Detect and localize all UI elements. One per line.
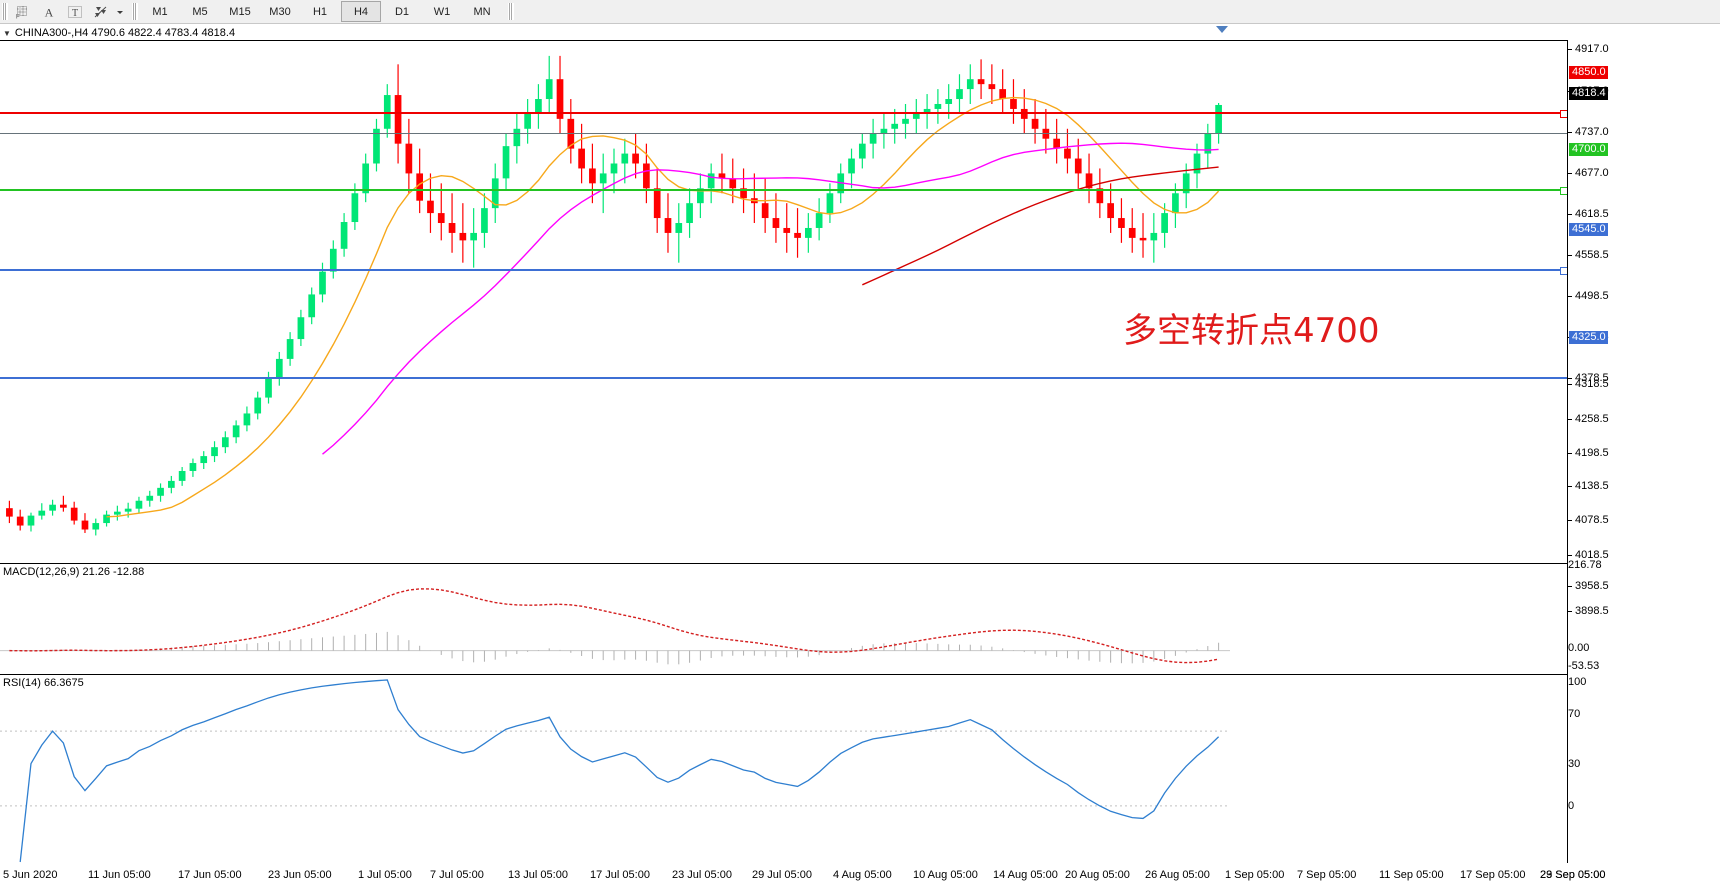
crosshair-marker (1216, 26, 1228, 33)
time-axis-label: 23 Jun 05:00 (268, 869, 332, 881)
price-axis[interactable]: 4917.0 4797.0 4737.0 4677.0 4618.5 4558.… (1567, 40, 1720, 863)
rsi-axis-tick: 100 (1568, 676, 1587, 688)
time-axis-label: 11 Sep 05:00 (1379, 869, 1444, 881)
timeframe-m1[interactable]: M1 (152, 5, 168, 18)
crosshair-icon[interactable]: F (10, 1, 36, 22)
symbol-info-bar: ▼ CHINA300-,H4 4790.6 4822.4 4783.4 4818… (0, 26, 235, 40)
timeframe-m30[interactable]: M30 (269, 5, 291, 18)
svg-text:F: F (16, 14, 20, 19)
toolbar: F A T M1 M5 M15 M30 H1 H4 D1 W1 MN (0, 0, 1720, 24)
time-axis-label: 4 Aug 05:00 (833, 869, 892, 881)
time-axis-label: 1 Sep 05:00 (1225, 869, 1285, 881)
time-axis-label: 7 Jul 05:00 (430, 869, 484, 881)
price-badge-last[interactable]: 4818.4 (1569, 87, 1608, 100)
axis-tick: 4018.5 (1568, 549, 1609, 561)
time-axis-label: 7 Sep 05:00 (1297, 869, 1357, 881)
price-series-canvas (6, 55, 1222, 536)
chevron-down-icon[interactable] (114, 1, 126, 22)
timeframe-m15[interactable]: M15 (229, 5, 251, 18)
time-axis-label: 17 Jul 05:00 (590, 869, 650, 881)
toolbar-grip[interactable] (2, 3, 8, 20)
price-chart-panel[interactable]: 多空转折点4700 (0, 40, 1568, 564)
toolbar-grip-2[interactable] (132, 3, 138, 20)
chart-annotation[interactable]: 多空转折点4700 (1123, 311, 1380, 351)
axis-tick: 4138.5 (1568, 480, 1609, 492)
toolbar-grip-3[interactable] (508, 3, 514, 20)
timeframe-mn[interactable]: MN (473, 5, 491, 18)
timeframe-h4[interactable]: H4 (341, 1, 381, 22)
timeframe-w1[interactable]: W1 (433, 5, 451, 18)
level-badge-resistance[interactable]: 4850.0 (1569, 66, 1608, 79)
axis-tick: 4737.0 (1568, 126, 1609, 138)
collapse-icon[interactable]: ▼ (3, 28, 11, 38)
time-axis-label: 26 Aug 05:00 (1145, 869, 1210, 881)
time-axis-label: 14 Aug 05:00 (993, 869, 1058, 881)
macd-panel[interactable]: MACD(12,26,9) 21.26 -12.88 (0, 563, 1567, 675)
macd-axis-tick: -53.53 (1568, 660, 1600, 672)
axis-tick: 3958.5 (1568, 580, 1609, 592)
level-badge-support-1[interactable]: 4545.0 (1569, 223, 1608, 236)
rsi-axis-tick: 0 (1568, 800, 1575, 812)
axis-tick: 4198.5 (1568, 447, 1609, 459)
rsi-axis-tick: 70 (1568, 708, 1581, 720)
time-axis-label: 11 Jun 05:00 (88, 869, 151, 881)
svg-text:T: T (72, 8, 78, 19)
level-badge-pivot[interactable]: 4700.0 (1569, 143, 1608, 156)
time-axis-label: 29 Sep 05:00 (1540, 869, 1606, 881)
time-axis-label: 20 Aug 05:00 (1065, 869, 1130, 881)
axis-tick: 4378.5 (1568, 372, 1609, 384)
axis-tick: 4558.5 (1568, 249, 1609, 261)
objects-icon[interactable] (88, 1, 114, 22)
symbol-ohlc-text: CHINA300-,H4 4790.6 4822.4 4783.4 4818.4 (14, 27, 236, 39)
rsi-axis-tick: 30 (1568, 758, 1581, 770)
time-axis-label: 23 Sep 05:00 (1540, 869, 1606, 881)
axis-tick: 4618.5 (1568, 208, 1609, 220)
macd-label: MACD(12,26,9) 21.26 -12.88 (3, 566, 145, 578)
macd-axis-tick: 0.00 (1568, 642, 1590, 654)
time-axis-label: 17 Jun 05:00 (178, 869, 242, 881)
timeframe-m5[interactable]: M5 (192, 5, 208, 18)
text-label-icon[interactable]: A (36, 1, 62, 22)
axis-tick: 4318.5 (1568, 378, 1609, 390)
macd-series-canvas (0, 588, 1230, 665)
timeframe-d1[interactable]: D1 (394, 5, 410, 18)
axis-tick: 4078.5 (1568, 514, 1609, 526)
time-axis[interactable]: 5 Jun 2020 11 Jun 05:00 17 Jun 05:00 23 Jun… (0, 864, 1605, 892)
rsi-label: RSI(14) 66.3675 (3, 677, 84, 689)
time-axis-label: 10 Aug 05:00 (913, 869, 978, 881)
svg-text:A: A (45, 5, 54, 19)
text-box-icon[interactable]: T (62, 1, 88, 22)
time-axis-label: 23 Jul 05:00 (672, 869, 732, 881)
rsi-series-canvas (0, 679, 1230, 863)
rsi-panel[interactable]: RSI(14) 66.3675 (0, 674, 1567, 865)
timeframe-h1[interactable]: H1 (312, 5, 328, 18)
time-axis-label: 13 Jul 05:00 (508, 869, 568, 881)
level-badge-support-2[interactable]: 4325.0 (1569, 331, 1608, 344)
axis-tick: 4917.0 (1568, 43, 1609, 55)
time-axis-label: 29 Jul 05:00 (752, 869, 812, 881)
time-axis-label: 5 Jun 2020 (3, 869, 58, 881)
time-axis-label: 17 Sep 05:00 (1460, 869, 1526, 881)
axis-tick: 4258.5 (1568, 413, 1609, 425)
axis-tick: 3898.5 (1568, 605, 1609, 617)
time-axis-label: 1 Jul 05:00 (358, 869, 412, 881)
macd-axis-tick: 216.78 (1568, 559, 1602, 571)
axis-tick: 4677.0 (1568, 167, 1609, 179)
axis-tick: 4498.5 (1568, 290, 1609, 302)
